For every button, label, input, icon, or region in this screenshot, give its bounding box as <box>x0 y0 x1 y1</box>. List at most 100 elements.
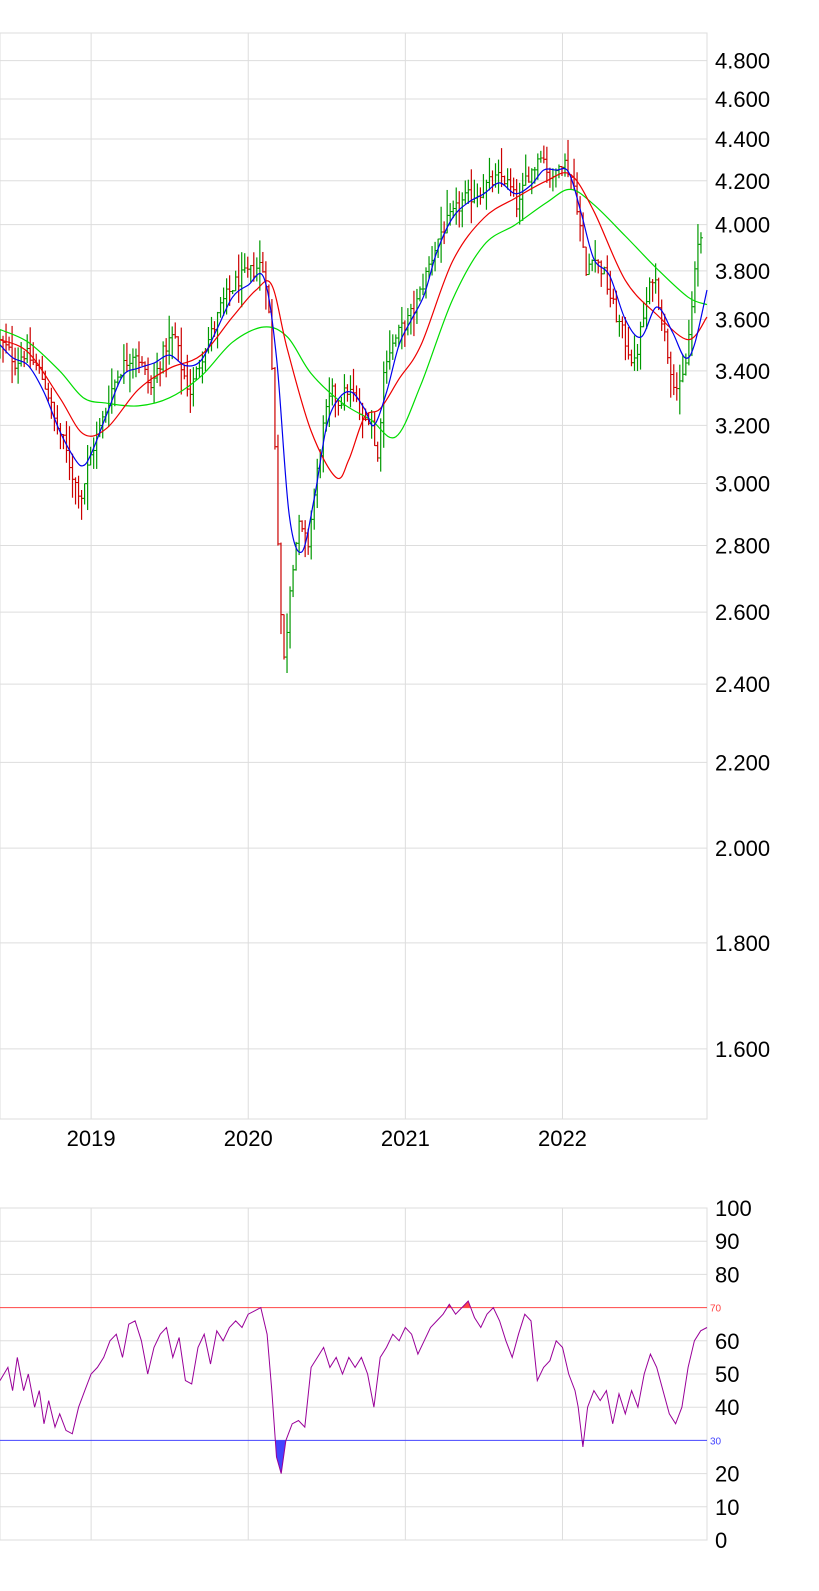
rsi-line-group <box>0 1300 708 1474</box>
ohlc-bar-down <box>372 412 377 447</box>
ohlc-bar-up <box>167 315 172 365</box>
ohlc-bar-down <box>671 364 676 396</box>
rsi-y-tick-label: 90 <box>715 1229 739 1254</box>
ohlc-bar-down <box>611 288 616 305</box>
rsi-level-label: 30 <box>710 1436 722 1447</box>
ohlc-bar-down <box>469 169 474 224</box>
ohlc-bar-down <box>581 212 586 248</box>
price-y-tick-label: 1.800 <box>715 931 770 956</box>
ohlc-bar-down <box>182 364 187 380</box>
price-y-tick-label: 3.200 <box>715 413 770 438</box>
ohlc-bar-up <box>496 159 501 194</box>
ohlc-bar-up <box>553 168 558 188</box>
rsi-line <box>0 1300 708 1474</box>
ohlc-bar-up <box>170 326 175 360</box>
ohlc-bar-up <box>218 296 223 318</box>
rsi-oversold-fill <box>275 1440 584 1474</box>
price-y-tick-label: 3.400 <box>715 359 770 384</box>
ohlc-bar-up <box>155 352 160 383</box>
x-tick-label: 2022 <box>538 1126 587 1151</box>
ohlc-bar-down <box>173 322 178 339</box>
ohlc-bar-up <box>593 240 598 273</box>
ohlc-bar-down <box>179 327 184 395</box>
ohlc-bar-up <box>254 257 259 282</box>
ohlc-bar-up <box>635 343 640 372</box>
ohlc-bar-down <box>124 342 129 372</box>
ohlc-bar-up <box>82 483 87 505</box>
ohlc-bar-down <box>7 336 12 351</box>
ohlc-bar-up <box>590 259 595 272</box>
rsi-y-tick-label: 50 <box>715 1362 739 1387</box>
price-y-tick-label: 4.800 <box>715 49 770 74</box>
ohlc-bar-down <box>140 356 145 366</box>
price-y-tick-label: 2.000 <box>715 836 770 861</box>
ohlc-bar-up <box>121 344 126 384</box>
ohlc-bar-down <box>375 441 380 462</box>
rsi-level-label: 70 <box>710 1304 722 1315</box>
ohlc-bar-up <box>399 306 404 350</box>
ohlc-bar-up <box>239 252 244 308</box>
price-bars <box>0 139 703 673</box>
price-y-tick-label: 4.000 <box>715 213 770 238</box>
ohlc-bar-up <box>390 334 395 360</box>
price-moving-averages <box>0 167 708 554</box>
price-y-tick-label: 3.800 <box>715 259 770 284</box>
ohlc-bar-down <box>278 542 283 635</box>
ohlc-bar-down <box>143 361 148 375</box>
rsi-y-tick-label: 10 <box>715 1495 739 1520</box>
rsi-y-tick-label: 100 <box>715 1196 752 1221</box>
ohlc-bar-down <box>351 368 356 402</box>
rsi-y-tick-label: 0 <box>715 1528 727 1553</box>
ohlc-bar-down <box>146 357 151 394</box>
rsi-y-tick-label: 40 <box>715 1395 739 1420</box>
ohlc-bar-up <box>538 150 543 163</box>
price-y-tick-label: 4.400 <box>715 127 770 152</box>
ohlc-bar-up <box>487 157 492 191</box>
ohlc-bar-down <box>260 251 265 273</box>
ohlc-bar-down <box>659 299 664 331</box>
ohlc-bar-up <box>420 273 425 296</box>
rsi-grid <box>0 1207 708 1541</box>
ohlc-bar-up <box>242 253 247 273</box>
ohlc-bar-down <box>547 167 552 188</box>
ohlc-bar-up <box>127 353 132 393</box>
ohlc-bar-up <box>641 301 646 328</box>
rsi-y-tick-label: 80 <box>715 1262 739 1287</box>
ohlc-bar-up <box>638 321 643 370</box>
price-grid <box>0 32 708 1120</box>
ohlc-bar-up <box>130 348 135 379</box>
ohlc-bar-up <box>91 437 96 469</box>
ohlc-bar-up <box>191 367 196 407</box>
ohlc-bar-down <box>584 246 589 276</box>
price-y-tick-label: 4.200 <box>715 169 770 194</box>
ohlc-bar-up <box>463 180 468 204</box>
ohlc-bar-up <box>484 179 489 210</box>
moving-average-fast <box>0 167 708 554</box>
rsi-levels: 70 30 <box>0 1304 722 1447</box>
moving-average-mid <box>0 172 708 480</box>
ohlc-bar-up <box>384 350 389 384</box>
ohlc-bar-down <box>272 367 277 450</box>
price-y-axis: 1.600 1.800 2.000 2.200 2.400 2.600 2.800 3.000… <box>715 49 770 1062</box>
ohlc-bar-up <box>695 224 700 287</box>
ohlc-bar-up <box>387 330 392 370</box>
rsi-y-axis: 0 10 20 40 50 60 80 90 100 <box>715 1196 752 1553</box>
ohlc-bar-down <box>79 490 84 520</box>
ohlc-bar-up <box>475 183 480 208</box>
ohlc-bar-down <box>629 349 634 367</box>
ohlc-bar-up <box>677 364 682 415</box>
ohlc-bar-up <box>330 378 335 406</box>
ohlc-bar-down <box>236 254 241 303</box>
ohlc-bar-up <box>248 264 253 283</box>
price-plot-frame <box>0 32 708 1120</box>
ohlc-bar-down <box>282 614 287 660</box>
price-panel: 1.600 1.800 2.000 2.200 2.400 2.600 2.800 3.000… <box>0 32 770 1151</box>
ohlc-bar-up <box>517 182 522 225</box>
ohlc-bar-down <box>176 336 181 362</box>
x-tick-label: 2021 <box>381 1126 430 1151</box>
rsi-panel: 70 30 0 10 20 40 50 60 80 90 100 <box>0 1196 752 1553</box>
ohlc-bar-up <box>520 172 525 221</box>
ohlc-bar-down <box>73 477 78 505</box>
